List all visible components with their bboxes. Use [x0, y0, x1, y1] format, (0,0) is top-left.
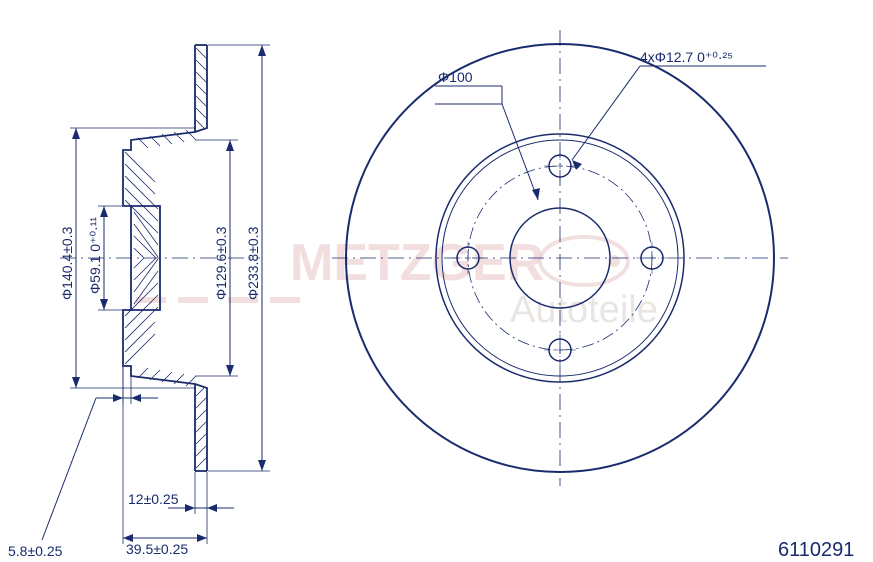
- dim-lip: 5.8±0.25: [8, 543, 63, 559]
- watermark-brand: METZGER: [290, 234, 544, 292]
- drawing-canvas: METZGER Autoteile: [0, 0, 873, 562]
- dim-offset: 39.5±0.25: [126, 541, 188, 557]
- dim-flange-dia: Φ140.4±0.3: [59, 226, 75, 300]
- front-view: Φ100 4xΦ12.7 0⁺⁰·²⁵: [332, 30, 788, 486]
- part-number: 6110291: [778, 539, 854, 561]
- horizontal-dimensions: 12±0.25 39.5±0.25 5.8±0.25: [8, 366, 234, 559]
- dim-outer-dia: Φ233.8±0.3: [245, 226, 261, 300]
- hatch-bottom: [125, 258, 206, 468]
- dim-thickness: 12±0.25: [128, 491, 179, 507]
- hatch-top: [125, 48, 206, 258]
- dim-mid-dia: Φ129.6±0.3: [213, 226, 229, 300]
- bolt-circle-label: Φ100: [438, 69, 473, 85]
- bolt-hole-spec: 4xΦ12.7 0⁺⁰·²⁵: [640, 49, 733, 65]
- dim-bore-dia: Φ59.1 0⁺⁰·¹¹: [87, 217, 103, 294]
